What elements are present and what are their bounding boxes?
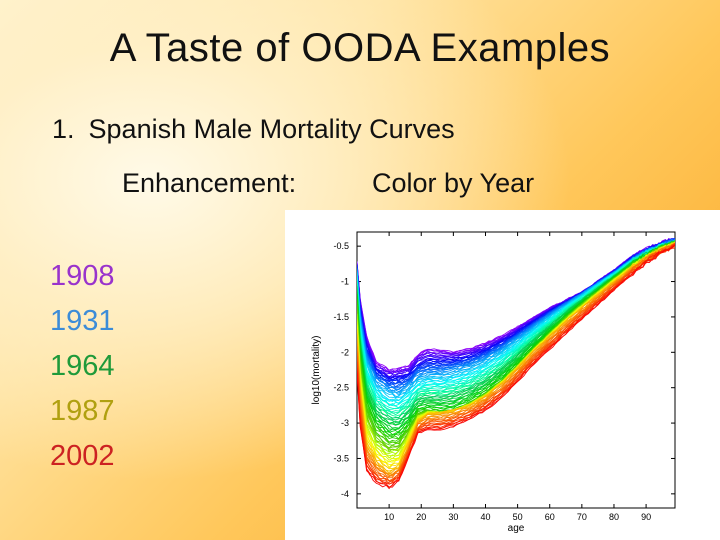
x-tick-label: 10 [384,512,394,522]
x-tick-label: 80 [609,512,619,522]
y-tick-label: -3 [341,418,349,428]
list-item: 1. Spanish Male Mortality Curves [52,114,455,145]
mortality-curve-2002 [357,245,675,488]
list-item-number: 1. [52,114,75,144]
y-tick-label: -2 [341,347,349,357]
x-axis-label: age [508,523,525,534]
mortality-chart: 10 20 30 40 50 60 70 80 90 -0.5 -1 -1.5 -2 -2.5 -3 -3.5… [311,231,676,534]
mortality-curve-1944 [357,240,675,410]
mortality-curve-1953 [357,242,675,424]
y-tick-label: -0.5 [333,241,349,251]
y-axis-label: log10(mortality) [311,336,322,405]
mortality-curve-1994 [357,242,675,482]
mortality-curve-1988 [357,244,675,475]
x-tick-label: 50 [513,512,523,522]
year-legend-1908: 1908 [50,260,115,292]
y-tick-label: -1 [341,277,349,287]
x-tick-label: 40 [480,512,490,522]
chart-panel: 10 20 30 40 50 60 70 80 90 -0.5 -1 -1.5 -2 -2.5 -3 -3.5… [285,210,720,540]
x-tick-label: 20 [416,512,426,522]
year-legend-1987: 1987 [50,395,115,427]
y-tick-label: -4 [341,489,349,499]
x-tick-label: 60 [545,512,555,522]
y-tick-label: -1.5 [333,312,349,322]
year-legend-1931: 1931 [50,305,115,337]
enhancement-value: Color by Year [372,168,535,198]
slide-title: A Taste of OODA Examples [109,26,611,70]
year-legend-1964: 1964 [50,350,115,382]
curve-group [357,237,675,490]
mortality-curve-1959 [357,240,675,432]
y-tick-label: -2.5 [333,383,349,393]
year-legend: 1908 1931 1964 1987 2002 [50,254,115,479]
y-tick-label: -3.5 [333,453,349,463]
year-legend-2002: 2002 [50,440,115,472]
x-tick-label: 90 [641,512,651,522]
enhancement-label: Enhancement: [122,168,297,198]
x-tick-label: 30 [448,512,458,522]
x-tick-label: 70 [577,512,587,522]
list-item-text: Spanish Male Mortality Curves [88,114,455,144]
